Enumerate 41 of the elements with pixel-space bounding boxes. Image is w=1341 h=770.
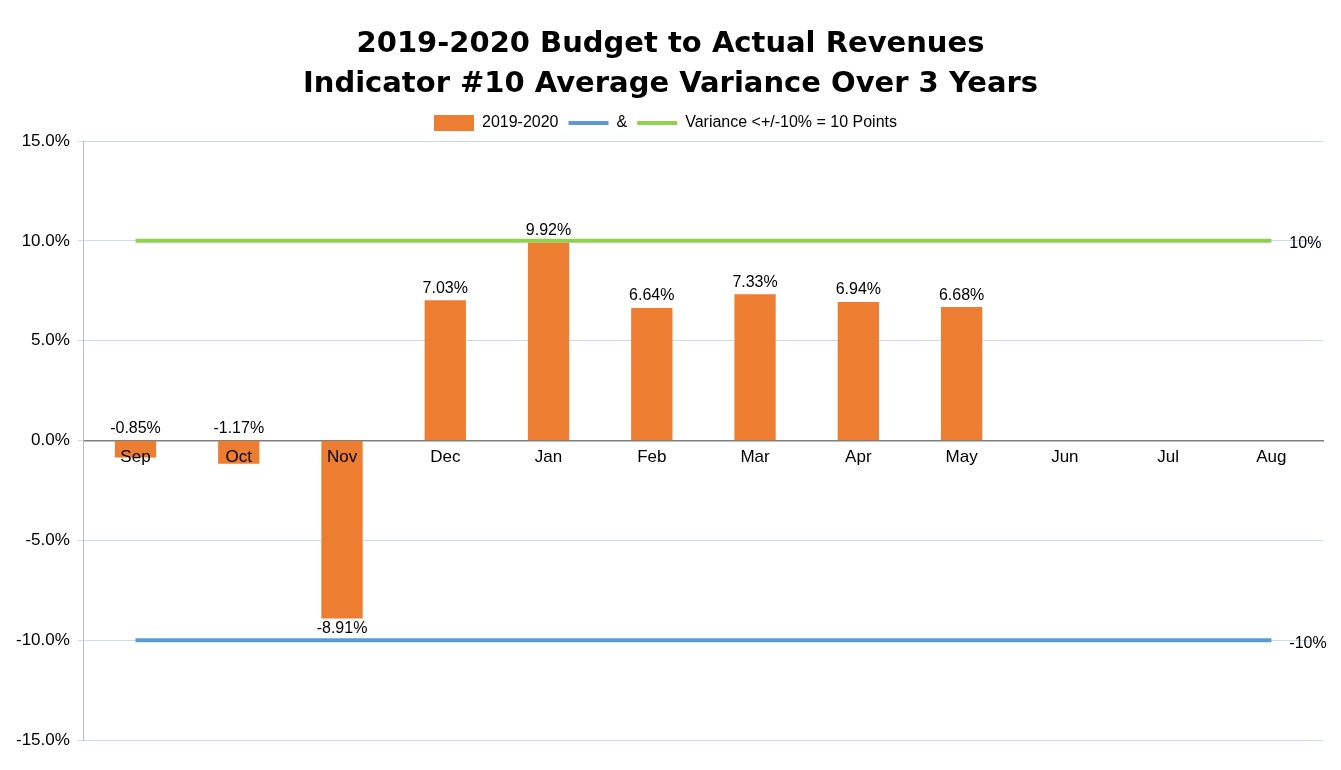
- x-tick-label: May: [945, 446, 979, 466]
- x-tick-label: Apr: [845, 446, 872, 466]
- data-label: 6.68%: [938, 285, 985, 303]
- bar: [837, 301, 879, 440]
- x-tick-label: Feb: [637, 446, 667, 466]
- y-tick-label: 15.0%: [21, 130, 70, 150]
- x-tick-label: Mar: [740, 446, 771, 466]
- x-tick-label: Dec: [430, 446, 461, 466]
- x-tick-label: Aug: [1256, 446, 1287, 466]
- bar: [527, 242, 570, 440]
- y-tick-label: 0.0%: [31, 430, 70, 450]
- legend-label: &: [616, 113, 628, 131]
- data-label: 6.94%: [835, 280, 882, 298]
- y-tick-label: -15.0%: [15, 729, 70, 749]
- bar: [940, 307, 983, 440]
- bar: [631, 307, 673, 440]
- legend-label: 2019-2020: [481, 113, 559, 131]
- data-label: -10%: [1289, 633, 1327, 651]
- y-tick-label: 10.0%: [21, 230, 70, 250]
- data-label: -8.91%: [316, 618, 368, 636]
- legend-label: Variance <+/-10% = 10 Points: [685, 113, 898, 131]
- y-tick-label: 5.0%: [31, 330, 70, 350]
- data-label: 9.92%: [525, 220, 572, 238]
- y-tick-label: -5.0%: [25, 530, 70, 550]
- chart-title: 2019-2020 Budget to Actual Revenues: [355, 24, 986, 61]
- bar: [424, 300, 466, 440]
- data-label: 7.33%: [732, 272, 778, 290]
- data-label: 10%: [1289, 234, 1322, 252]
- bar: [734, 294, 776, 440]
- chart-subtitle: Indicator #10 Average Variance Over 3 Years: [301, 64, 1040, 101]
- data-label: -1.17%: [213, 418, 265, 436]
- x-tick-label: Jun: [1051, 446, 1079, 466]
- y-tick-label: -10.0%: [15, 629, 70, 649]
- bar: [321, 441, 363, 619]
- x-tick-label: Oct: [225, 446, 253, 466]
- x-tick-label: Jul: [1157, 446, 1179, 466]
- data-label: -0.85%: [110, 418, 161, 436]
- x-tick-label: Jan: [534, 446, 563, 466]
- x-tick-label: Nov: [326, 446, 358, 466]
- data-label: 7.03%: [422, 278, 468, 296]
- data-label: 6.64%: [629, 286, 675, 304]
